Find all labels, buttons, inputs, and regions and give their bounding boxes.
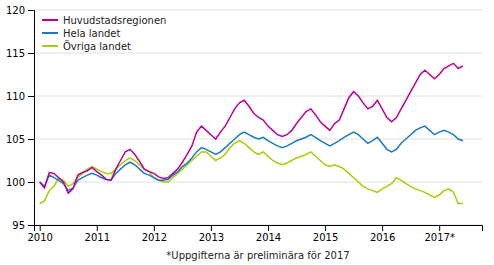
tick-mark — [28, 139, 34, 140]
grid — [34, 10, 482, 225]
chart: 2010 2011 2012 2013 2014 2015 2016 2017* 95 100 10… — [0, 0, 494, 265]
tick-label: 2011 — [85, 232, 110, 243]
axis-line — [35, 226, 483, 232]
tick: 95 — [12, 220, 34, 231]
tick-label: 2016 — [370, 232, 395, 243]
tick: 100 — [6, 177, 34, 188]
legend-swatch — [42, 45, 58, 47]
tick-label: 105 — [6, 134, 25, 145]
tick-label: 2012 — [142, 232, 167, 243]
tick: 2010 — [27, 225, 52, 243]
tick-mark — [28, 225, 34, 226]
lines — [40, 63, 463, 203]
tick: 2017* — [424, 225, 454, 243]
tick-label: 2014 — [256, 232, 281, 243]
tick: 2013 — [199, 225, 224, 243]
y-axis: 95 100 105 110 115 120 — [6, 5, 35, 231]
tick-mark — [439, 225, 440, 231]
axis-line — [28, 11, 35, 226]
series-line — [40, 126, 463, 191]
tick-label: 2017* — [424, 232, 454, 243]
tick-mark — [211, 225, 212, 231]
legend-item: Övriga landet — [42, 40, 131, 52]
series-line — [40, 141, 463, 204]
grid-line — [34, 182, 482, 183]
legend-swatch — [42, 32, 58, 34]
tick: 2015 — [313, 225, 338, 243]
tick: 110 — [6, 91, 34, 102]
grid-line — [34, 96, 482, 97]
tick: 2014 — [256, 225, 281, 243]
tick-label: 110 — [6, 91, 25, 102]
legend-label: Hela landet — [63, 28, 121, 39]
legend-label: Övriga landet — [63, 40, 131, 52]
tick: 115 — [6, 48, 34, 59]
tick: 2012 — [142, 225, 167, 243]
tick-label: 2015 — [313, 232, 338, 243]
tick-mark — [28, 10, 34, 11]
tick-mark — [382, 225, 383, 231]
legend-item: Huvudstadsregionen — [42, 15, 166, 26]
tick-mark — [40, 225, 41, 231]
series-line — [40, 63, 463, 193]
tick: 105 — [6, 134, 34, 145]
legend-swatch — [42, 19, 58, 21]
tick: 2011 — [85, 225, 110, 243]
tick-mark — [28, 182, 34, 183]
tick-label: 2010 — [27, 232, 52, 243]
legend-item: Hela landet — [42, 28, 121, 39]
tick-mark — [97, 225, 98, 231]
x-axis: 2010 2011 2012 2013 2014 2015 2016 2017* — [27, 225, 482, 243]
tick-label: 120 — [6, 5, 25, 16]
grid-line — [34, 53, 482, 54]
tick: 2016 — [370, 225, 395, 243]
tick-label: 115 — [6, 48, 25, 59]
tick-mark — [325, 225, 326, 231]
tick-mark — [154, 225, 155, 231]
legend: Huvudstadsregionen Hela landetÖvriga land… — [42, 15, 166, 52]
tick-label: 100 — [6, 177, 25, 188]
tick-label: 2013 — [199, 232, 224, 243]
legend-label: Huvudstadsregionen — [63, 15, 166, 26]
tick-label: 95 — [12, 220, 25, 231]
tick: 120 — [6, 5, 34, 16]
tick-mark — [28, 96, 34, 97]
plot: 2010 2011 2012 2013 2014 2015 2016 2017* 95 100 10… — [6, 5, 483, 243]
x-axis-note: *Uppgifterna är preliminära för 2017 — [166, 250, 349, 261]
tick-mark — [28, 53, 34, 54]
grid-line — [34, 10, 482, 11]
tick-mark — [268, 225, 269, 231]
